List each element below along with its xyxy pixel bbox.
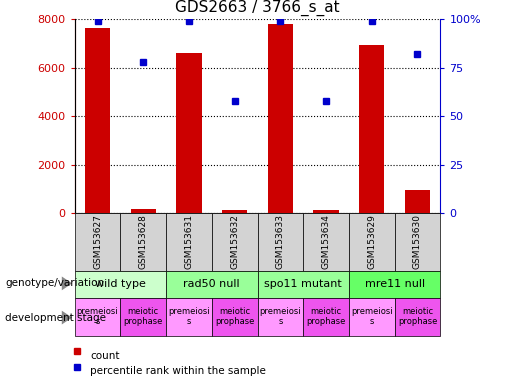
Text: wild type: wild type bbox=[95, 279, 146, 289]
Text: percentile rank within the sample: percentile rank within the sample bbox=[90, 366, 266, 376]
Bar bbox=[75, 298, 121, 336]
Text: GSM153630: GSM153630 bbox=[413, 214, 422, 270]
Bar bbox=[394, 298, 440, 336]
Bar bbox=[303, 298, 349, 336]
Bar bbox=[258, 213, 303, 271]
Text: GSM153627: GSM153627 bbox=[93, 215, 102, 269]
Bar bbox=[349, 213, 394, 271]
Text: meiotic
prophase: meiotic prophase bbox=[398, 307, 437, 326]
Polygon shape bbox=[62, 311, 72, 324]
Bar bbox=[75, 271, 166, 298]
Bar bbox=[75, 213, 121, 271]
Text: meiotic
prophase: meiotic prophase bbox=[215, 307, 254, 326]
Bar bbox=[359, 45, 384, 213]
Text: meiotic
prophase: meiotic prophase bbox=[306, 307, 346, 326]
Text: development stage: development stage bbox=[5, 313, 106, 323]
Bar bbox=[349, 298, 394, 336]
Polygon shape bbox=[62, 276, 72, 290]
Text: GSM153628: GSM153628 bbox=[139, 215, 148, 269]
Bar bbox=[394, 213, 440, 271]
Bar bbox=[212, 213, 258, 271]
Bar bbox=[314, 210, 339, 213]
Text: GSM153629: GSM153629 bbox=[367, 215, 376, 269]
Text: GSM153634: GSM153634 bbox=[321, 215, 331, 269]
Bar bbox=[121, 298, 166, 336]
Text: premeiosi
s: premeiosi s bbox=[77, 307, 118, 326]
Text: genotype/variation: genotype/variation bbox=[5, 278, 104, 288]
Text: rad50 null: rad50 null bbox=[183, 279, 240, 289]
Bar bbox=[85, 28, 110, 213]
Bar bbox=[176, 53, 201, 213]
Text: GSM153633: GSM153633 bbox=[276, 214, 285, 270]
Bar bbox=[258, 298, 303, 336]
Text: mre11 null: mre11 null bbox=[365, 279, 425, 289]
Text: spo11 mutant: spo11 mutant bbox=[264, 279, 342, 289]
Bar bbox=[258, 271, 349, 298]
Bar bbox=[222, 210, 247, 213]
Bar bbox=[268, 24, 293, 213]
Bar bbox=[166, 298, 212, 336]
Text: count: count bbox=[90, 351, 119, 361]
Text: GSM153632: GSM153632 bbox=[230, 215, 239, 269]
Text: GSM153631: GSM153631 bbox=[184, 214, 194, 270]
Text: premeiosi
s: premeiosi s bbox=[351, 307, 392, 326]
Text: premeiosi
s: premeiosi s bbox=[260, 307, 301, 326]
Title: GDS2663 / 3766_s_at: GDS2663 / 3766_s_at bbox=[175, 0, 340, 17]
Bar bbox=[349, 271, 440, 298]
Bar bbox=[166, 271, 258, 298]
Bar bbox=[405, 190, 430, 213]
Bar bbox=[131, 209, 156, 213]
Text: meiotic
prophase: meiotic prophase bbox=[124, 307, 163, 326]
Bar bbox=[212, 298, 258, 336]
Bar bbox=[166, 213, 212, 271]
Bar bbox=[121, 213, 166, 271]
Text: premeiosi
s: premeiosi s bbox=[168, 307, 210, 326]
Bar bbox=[303, 213, 349, 271]
